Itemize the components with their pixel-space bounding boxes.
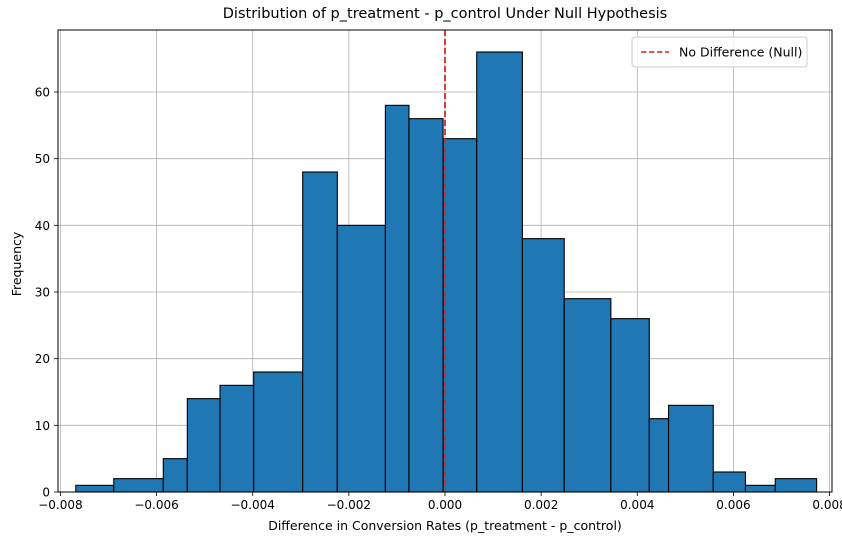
y-tick-label: 10 [35,419,50,433]
chart-title: Distribution of p_treatment - p_control … [223,6,667,22]
y-axis-label: Frequency [9,231,24,296]
x-tick-label: 0.008 [812,498,842,512]
y-tick-label: 60 [35,86,50,100]
x-tick-label: 0.006 [716,498,750,512]
x-tick-label: −0.004 [230,498,274,512]
histogram-bar [610,318,650,493]
histogram-bar [186,398,221,493]
y-tick-label: 30 [35,286,50,300]
x-axis: −0.008 −0.006 −0.004 −0.002 0.000 0.002 0.004 0… [38,492,842,512]
histogram-bar [476,51,523,493]
legend: No Difference (Null) [631,36,808,68]
histogram-bar [408,118,444,493]
histogram-bar [442,138,478,493]
histogram-bar [384,104,410,493]
y-axis: 0 10 20 30 40 50 60 [35,86,58,500]
histogram-bar [712,471,747,493]
histogram-bar [667,404,714,493]
histogram-bar [162,458,188,493]
x-tick-label: −0.002 [327,498,371,512]
histogram-bar [75,484,115,493]
histogram-bar [253,371,304,493]
histogram-bar [113,478,164,493]
x-axis-label: Difference in Conversion Rates (p_treatm… [268,518,622,533]
y-tick-label: 50 [35,152,50,166]
histogram-bar [563,298,612,493]
histogram-bars [75,51,818,493]
histogram-bar [302,171,338,493]
histogram-bar [521,238,565,493]
x-tick-label: 0.000 [428,498,462,512]
x-tick-label: −0.008 [38,498,82,512]
x-tick-label: −0.006 [134,498,178,512]
legend-label: No Difference (Null) [679,45,802,60]
y-tick-label: 20 [35,352,50,366]
legend-box [631,36,808,68]
histogram-bar [648,418,670,493]
histogram-bar [336,224,386,493]
histogram-bar [744,484,776,493]
x-tick-label: 0.002 [524,498,558,512]
histogram-bar [219,384,255,493]
x-tick-label: 0.004 [620,498,654,512]
histogram-bar [774,478,818,493]
y-tick-label: 40 [35,219,50,233]
y-tick-label: 0 [42,486,50,500]
